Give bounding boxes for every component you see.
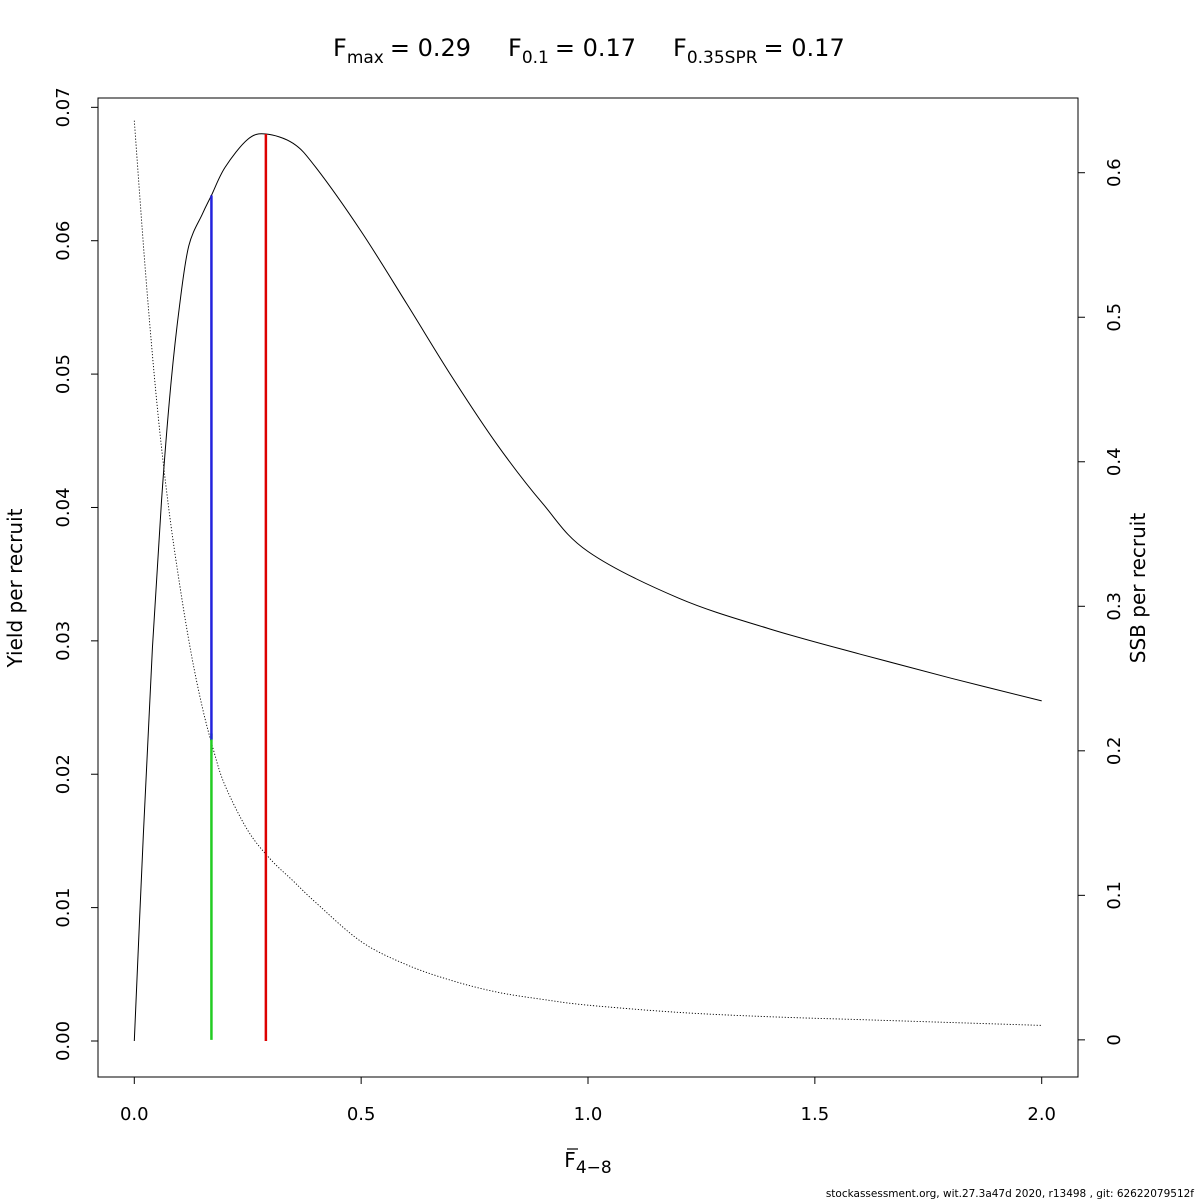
plot-frame — [97, 97, 1079, 1078]
y-left-tick-label: 0.05 — [53, 354, 74, 394]
series-layer — [133, 120, 1042, 1042]
y-axis-right: 0 0.1 0.2 0.3 0.4 0.5 0.6 — [1077, 158, 1125, 1046]
y-right-tick-label: 0.6 — [1104, 158, 1125, 187]
title-f01: F0.1 = 0.17 — [508, 34, 636, 68]
y-axis-right-title: SSB per recruit — [1126, 513, 1150, 664]
y-right-tick-label: 0.1 — [1104, 881, 1125, 910]
y-left-tick-label: 0.07 — [53, 87, 74, 127]
ssb-per-recruit-line — [133, 120, 1042, 1026]
x-tick-label: 1.5 — [801, 1104, 830, 1125]
x-tick-label: 1.0 — [574, 1104, 603, 1125]
title-f01-subscript: 0.1 — [522, 48, 549, 68]
y-left-tick-label: 0.03 — [53, 621, 74, 661]
y-right-tick-label: 0.5 — [1104, 303, 1125, 332]
y-left-tick-label: 0.00 — [53, 1021, 74, 1061]
y-axis-left: 0.00 0.01 0.02 0.03 0.04 0.05 0.06 0.07 — [53, 87, 99, 1061]
y-left-tick-label: 0.02 — [53, 754, 74, 794]
title-fspr-value: = 0.17 — [764, 34, 845, 62]
y-axis-left-title: Yield per recruit — [3, 508, 27, 668]
title-fmax-symbol: F — [333, 34, 347, 62]
y-right-tick-label: 0 — [1104, 1034, 1125, 1045]
x-tick-label: 0.5 — [347, 1104, 376, 1125]
title-fmax-value: = 0.29 — [390, 34, 471, 62]
y-left-tick-label: 0.06 — [53, 221, 74, 261]
chart-title: Fmax = 0.29 F0.1 = 0.17 F0.35SPR = 0.17 — [333, 34, 845, 68]
yield-per-recruit-line — [133, 133, 1042, 1042]
title-fmax-subscript: max — [347, 48, 384, 68]
title-fmax: Fmax = 0.29 — [333, 34, 471, 68]
x-tick-label: 2.0 — [1027, 1104, 1056, 1125]
y-left-tick-label: 0.04 — [53, 487, 74, 527]
title-f01-symbol: F — [508, 34, 522, 62]
y-right-tick-label: 0.4 — [1104, 447, 1125, 476]
title-fspr-symbol: F — [673, 34, 687, 62]
x-tick-label: 0.0 — [120, 1104, 149, 1125]
reference-lines — [210, 134, 268, 1041]
x-axis-title: F4−8 — [564, 1148, 611, 1178]
footer-credit: stockassessment.org, wit.27.3a47d 2020, … — [826, 1188, 1194, 1200]
y-right-tick-label: 0.2 — [1104, 736, 1125, 765]
x-axis-title-subscript: 4−8 — [576, 1158, 612, 1178]
title-fspr-subscript: 0.35SPR — [687, 48, 758, 68]
title-fspr: F0.35SPR = 0.17 — [673, 34, 845, 68]
x-axis: 0.0 0.5 1.0 1.5 2.0 — [120, 1076, 1056, 1125]
y-right-tick-label: 0.3 — [1104, 592, 1125, 621]
title-f01-value: = 0.17 — [555, 34, 636, 62]
x-axis-title-symbol: F — [564, 1148, 576, 1172]
y-left-tick-label: 0.01 — [53, 888, 74, 928]
